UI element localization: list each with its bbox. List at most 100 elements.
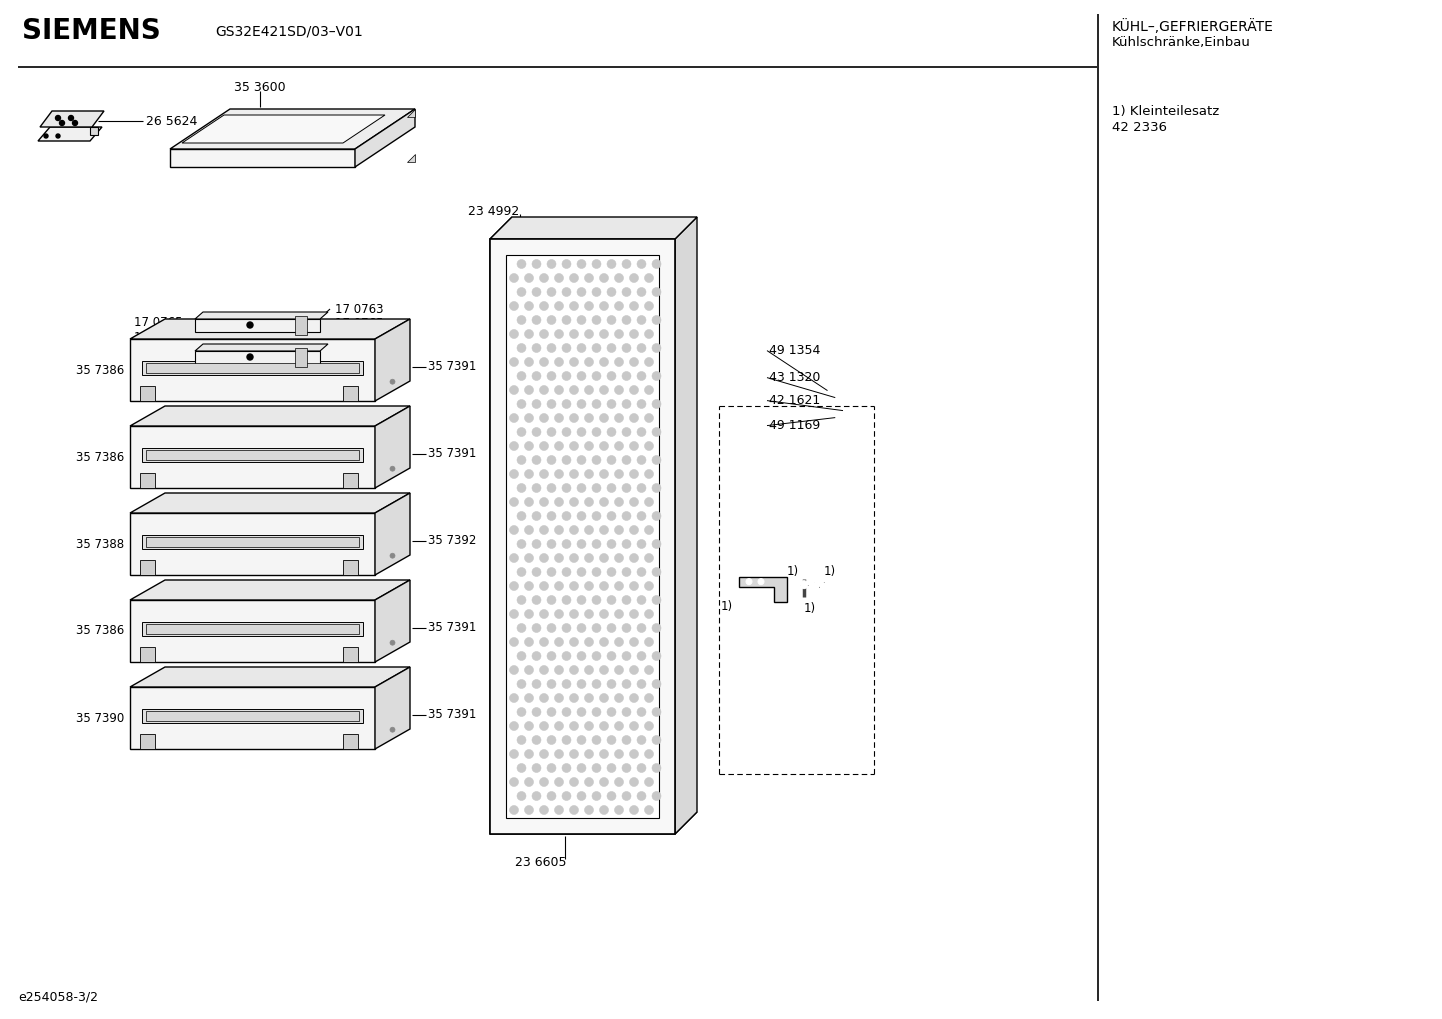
Text: 23 4992: 23 4992 (469, 205, 519, 217)
Circle shape (539, 302, 548, 311)
Circle shape (584, 358, 594, 367)
Circle shape (570, 721, 578, 731)
Circle shape (547, 624, 557, 633)
Circle shape (645, 302, 653, 311)
Circle shape (584, 385, 594, 394)
Circle shape (577, 455, 585, 465)
Circle shape (637, 792, 646, 801)
Circle shape (539, 553, 548, 562)
Circle shape (622, 399, 632, 409)
Circle shape (584, 582, 594, 590)
Circle shape (637, 399, 646, 409)
Circle shape (645, 665, 653, 675)
Circle shape (630, 665, 639, 675)
Text: 17 0764: 17 0764 (134, 363, 183, 375)
Circle shape (547, 260, 557, 268)
Circle shape (509, 358, 519, 367)
Circle shape (532, 512, 541, 521)
Circle shape (607, 624, 616, 633)
Circle shape (652, 736, 660, 745)
Circle shape (562, 736, 571, 745)
Circle shape (593, 595, 601, 604)
Circle shape (630, 721, 639, 731)
Circle shape (570, 582, 578, 590)
Circle shape (652, 316, 660, 324)
Circle shape (600, 750, 609, 758)
Circle shape (593, 568, 601, 577)
Circle shape (593, 287, 601, 297)
Circle shape (607, 707, 616, 716)
Circle shape (622, 792, 632, 801)
Circle shape (525, 273, 534, 282)
Circle shape (630, 470, 639, 479)
Circle shape (509, 273, 519, 282)
Circle shape (637, 595, 646, 604)
Circle shape (652, 428, 660, 436)
Circle shape (518, 651, 526, 660)
Circle shape (518, 428, 526, 436)
Circle shape (577, 680, 585, 689)
Circle shape (539, 526, 548, 535)
Circle shape (593, 428, 601, 436)
Circle shape (614, 302, 623, 311)
Circle shape (577, 651, 585, 660)
Circle shape (593, 707, 601, 716)
Circle shape (593, 763, 601, 772)
Circle shape (645, 609, 653, 619)
Polygon shape (675, 217, 696, 834)
Text: 17 0764: 17 0764 (134, 330, 183, 343)
Circle shape (525, 497, 534, 506)
Polygon shape (490, 217, 696, 239)
Circle shape (525, 414, 534, 423)
Circle shape (637, 372, 646, 380)
Polygon shape (407, 109, 415, 117)
Circle shape (509, 805, 519, 814)
Circle shape (562, 539, 571, 548)
Circle shape (652, 680, 660, 689)
Circle shape (607, 736, 616, 745)
Circle shape (652, 343, 660, 353)
Circle shape (570, 777, 578, 787)
Circle shape (637, 455, 646, 465)
Circle shape (547, 455, 557, 465)
Circle shape (607, 343, 616, 353)
Circle shape (555, 302, 564, 311)
Circle shape (645, 497, 653, 506)
Circle shape (800, 581, 808, 589)
Circle shape (389, 467, 395, 471)
Circle shape (607, 763, 616, 772)
Circle shape (607, 539, 616, 548)
Circle shape (577, 316, 585, 324)
Circle shape (622, 483, 632, 492)
Circle shape (525, 609, 534, 619)
Circle shape (547, 399, 557, 409)
Circle shape (562, 287, 571, 297)
Circle shape (562, 680, 571, 689)
Circle shape (630, 553, 639, 562)
Circle shape (532, 287, 541, 297)
Circle shape (509, 694, 519, 702)
Circle shape (525, 470, 534, 479)
Circle shape (562, 316, 571, 324)
Circle shape (652, 792, 660, 801)
Circle shape (637, 707, 646, 716)
Circle shape (525, 553, 534, 562)
Circle shape (593, 399, 601, 409)
Circle shape (622, 287, 632, 297)
Circle shape (555, 777, 564, 787)
Circle shape (525, 721, 534, 731)
Circle shape (532, 624, 541, 633)
Circle shape (570, 750, 578, 758)
Circle shape (607, 372, 616, 380)
Circle shape (614, 638, 623, 646)
Circle shape (637, 539, 646, 548)
Text: 43 1320: 43 1320 (769, 371, 820, 384)
Polygon shape (355, 109, 415, 167)
Circle shape (607, 316, 616, 324)
Circle shape (645, 582, 653, 590)
Circle shape (614, 609, 623, 619)
Text: 35 7386: 35 7386 (76, 625, 124, 638)
Circle shape (607, 792, 616, 801)
Circle shape (600, 302, 609, 311)
Polygon shape (130, 513, 375, 575)
